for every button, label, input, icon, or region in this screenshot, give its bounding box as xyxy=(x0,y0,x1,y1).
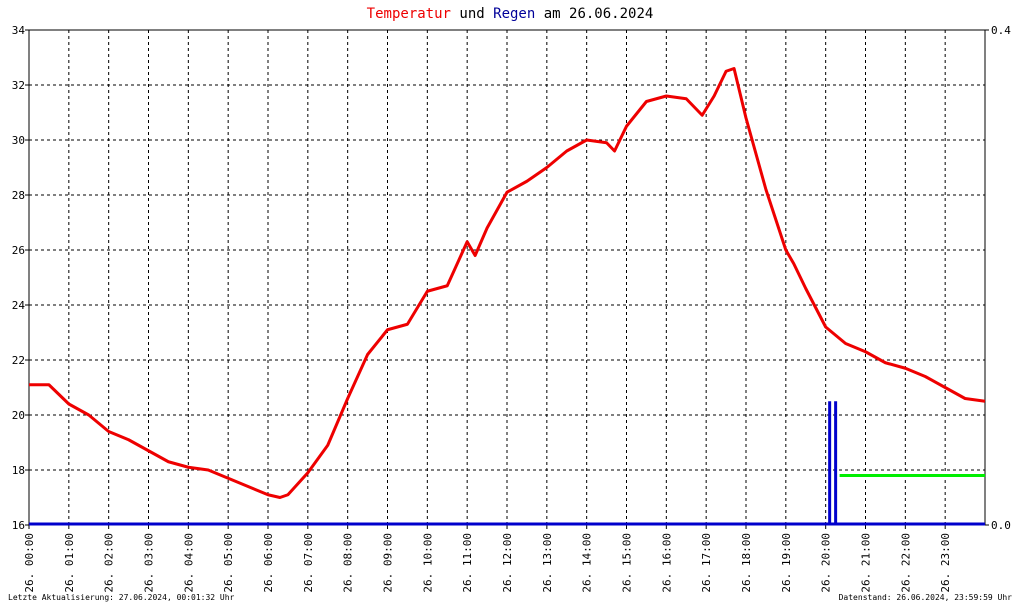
y2-tick-label: 0.0 xyxy=(991,519,1011,532)
x-tick-label: 26. 01:00 xyxy=(63,533,76,593)
y-tick-label: 22 xyxy=(12,354,25,367)
title-rain: Regen xyxy=(493,6,535,22)
y-tick-label: 18 xyxy=(12,464,25,477)
x-tick-label: 26. 11:00 xyxy=(461,533,474,593)
y2-tick-label: 0.4 xyxy=(991,24,1011,37)
x-tick-label: 26. 20:00 xyxy=(820,533,833,593)
y-tick-label: 28 xyxy=(12,189,25,202)
title-word: und xyxy=(459,6,484,22)
x-tick-label: 26. 19:00 xyxy=(780,533,793,593)
x-tick-label: 26. 05:00 xyxy=(222,533,235,593)
x-tick-label: 26. 14:00 xyxy=(581,533,594,593)
x-tick-label: 26. 17:00 xyxy=(700,533,713,593)
x-tick-label: 26. 07:00 xyxy=(302,533,315,593)
y-tick-label: 20 xyxy=(12,409,25,422)
y-tick-label: 34 xyxy=(12,24,26,37)
x-tick-label: 26. 10:00 xyxy=(421,533,434,593)
x-tick-label: 26. 04:00 xyxy=(182,533,195,593)
title-word: am 26.06.2024 xyxy=(544,6,654,22)
x-tick-label: 26. 03:00 xyxy=(143,533,156,593)
title-temp: Temperatur xyxy=(367,6,451,22)
x-tick-label: 26. 21:00 xyxy=(860,533,873,593)
x-tick-label: 26. 15:00 xyxy=(621,533,634,593)
footer-left: Letzte Aktualisierung: 27.06.2024, 00:01… xyxy=(8,593,235,602)
x-tick-label: 26. 08:00 xyxy=(342,533,355,593)
x-tick-label: 26. 00:00 xyxy=(23,533,36,593)
y-tick-label: 30 xyxy=(12,134,25,147)
x-tick-label: 26. 09:00 xyxy=(382,533,395,593)
x-tick-label: 26. 22:00 xyxy=(899,533,912,593)
x-tick-label: 26. 13:00 xyxy=(541,533,554,593)
x-tick-label: 26. 06:00 xyxy=(262,533,275,593)
footer-right: Datenstand: 26.06.2024, 23:59:59 Uhr xyxy=(839,593,1013,602)
x-tick-label: 26. 02:00 xyxy=(103,533,116,593)
x-tick-label: 26. 16:00 xyxy=(660,533,673,593)
y-tick-label: 24 xyxy=(12,299,26,312)
x-tick-label: 26. 23:00 xyxy=(939,533,952,593)
y-tick-label: 32 xyxy=(12,79,25,92)
y-tick-label: 16 xyxy=(12,519,25,532)
y-tick-label: 26 xyxy=(12,244,25,257)
series-line xyxy=(29,67,986,499)
x-tick-label: 26. 12:00 xyxy=(501,533,514,593)
rain-bar xyxy=(828,401,832,525)
x-tick-label: 26. 18:00 xyxy=(740,533,753,593)
rain-bar xyxy=(834,401,838,525)
chart-title: Temperatur und Regen am 26.06.2024 xyxy=(367,6,654,22)
